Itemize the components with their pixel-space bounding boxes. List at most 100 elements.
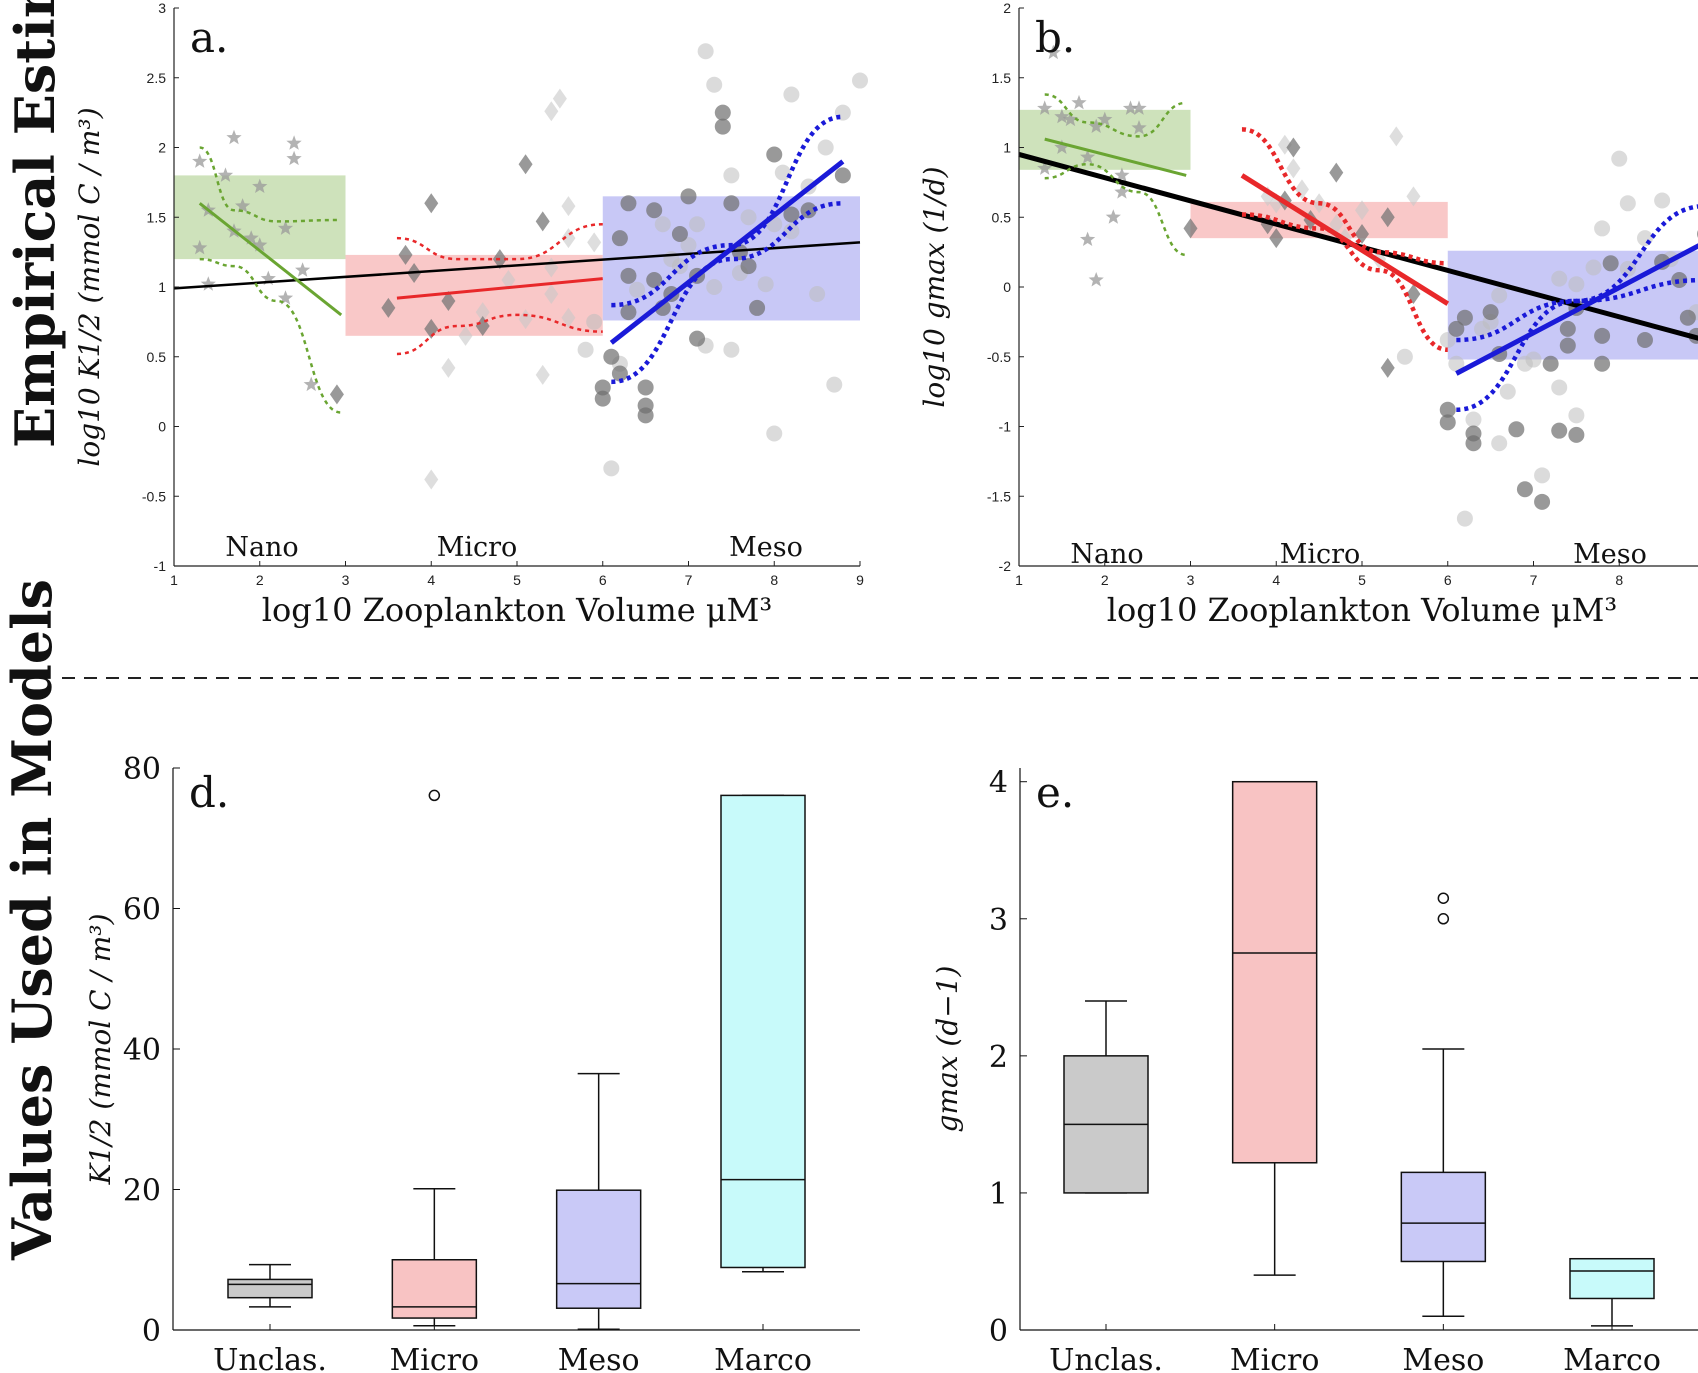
nano-fit-line [198, 202, 343, 317]
panel-label: a. [190, 13, 228, 62]
y-tick-label: 40 [123, 1033, 161, 1068]
data-point-star [1097, 111, 1113, 127]
data-point-circle [671, 225, 688, 242]
x-tick-label: 3 [1187, 572, 1195, 588]
meso-fit-line [1455, 243, 1698, 376]
data-point-circle [1439, 332, 1456, 349]
nano-ci-upper [1044, 93, 1187, 138]
data-point-diamond [398, 244, 413, 265]
data-point-circle [1491, 435, 1508, 452]
micro-box [1231, 780, 1318, 1164]
data-point-circle [1439, 414, 1456, 431]
data-point-circle [594, 390, 611, 407]
data-point-circle [783, 86, 800, 103]
unclas-box [227, 1278, 313, 1299]
x-tick-label: 8 [1615, 572, 1623, 588]
y-tick-label: 4 [989, 766, 1008, 801]
data-point-circle [1551, 422, 1568, 439]
data-point-circle [646, 272, 663, 289]
data-point-circle [817, 139, 834, 156]
data-point-circle [809, 285, 826, 302]
data-point-diamond [587, 232, 602, 253]
x-tick-label: 1 [1015, 572, 1023, 588]
y-tick-label: 2 [989, 1040, 1008, 1075]
data-point-star [1122, 100, 1139, 115]
data-point-circle [1491, 287, 1508, 304]
data-point-star [1114, 167, 1130, 182]
y-tick-label: 0 [989, 1314, 1008, 1349]
data-point-circle [603, 460, 620, 477]
data-point-star [1054, 108, 1070, 124]
data-point-diamond [381, 297, 396, 318]
data-point-diamond [1355, 200, 1369, 221]
x-tick-label: Meso [558, 1343, 640, 1373]
data-point-circle [1636, 230, 1653, 247]
data-point-circle [1516, 481, 1533, 498]
data-point-circle [740, 209, 757, 226]
data-point-circle [1456, 309, 1473, 326]
x-axis-label: log10 Zooplankton Volume μM³ [1107, 591, 1617, 629]
data-point-circle [749, 299, 766, 316]
data-point-circle [1465, 435, 1482, 452]
y-axis-label: K1/2 (mmol C / m³) [84, 914, 117, 1186]
y-axis-label: gmax (d−1) [931, 966, 964, 1133]
meso-fit-line [609, 159, 845, 345]
panel-b: 1 2 3 4 5 6 7 8 -2 -1.5 -1 -0.5 0 0.5 1 1.5 2 Nano Micro Me… [918, 0, 1698, 629]
data-point-circle [1568, 407, 1585, 424]
data-point-circle [629, 281, 646, 298]
data-point-star [1131, 120, 1147, 135]
data-point-circle [1679, 309, 1696, 326]
x-tick-label: 5 [1358, 572, 1366, 588]
data-point-diamond [561, 307, 576, 328]
data-point-circle [723, 167, 740, 184]
data-point-circle [689, 216, 706, 233]
data-point-circle [766, 425, 783, 442]
data-point-circle [680, 237, 697, 254]
data-point-circle [594, 379, 611, 396]
data-point-circle [714, 118, 731, 135]
data-point-diamond [1406, 186, 1421, 207]
data-point-circle [1439, 401, 1456, 418]
data-point-star [243, 230, 259, 245]
data-point-star [1080, 149, 1096, 164]
x-tick-label: 2 [1101, 572, 1109, 588]
y-tick-label: 2 [158, 140, 166, 156]
data-point-star [226, 129, 242, 145]
panel-label: e. [1036, 768, 1074, 817]
y-tick-label: -2 [999, 558, 1012, 574]
y-tick-label: 1 [158, 279, 166, 295]
data-point-diamond [501, 270, 516, 291]
x-tick-label: 6 [1444, 572, 1452, 588]
y-tick-label: 0 [142, 1314, 161, 1349]
data-point-diamond [329, 384, 344, 405]
data-point-star [286, 150, 302, 166]
data-point-diamond [424, 469, 439, 490]
data-point-circle [1559, 337, 1576, 354]
data-point-circle [757, 276, 774, 293]
data-point-diamond [1380, 357, 1395, 378]
data-point-star [1037, 160, 1053, 175]
data-point-circle [1448, 320, 1465, 337]
y-tick-label: 0.5 [992, 209, 1012, 225]
meso-outlier [1437, 913, 1450, 925]
data-point-circle [1654, 192, 1671, 209]
data-point-circle [1568, 426, 1585, 443]
micro-ci-upper [396, 222, 603, 261]
y-tick-label: -1.5 [987, 488, 1011, 504]
data-point-circle [654, 216, 671, 233]
meso-ci-lower [611, 201, 843, 385]
y-tick-label: -1 [999, 419, 1012, 435]
data-point-diamond [544, 101, 559, 122]
data-point-star [286, 135, 302, 150]
y-tick-label: 0 [1003, 279, 1011, 295]
data-point-circle [1594, 220, 1611, 237]
data-point-diamond [561, 196, 576, 217]
data-point-diamond [535, 211, 550, 232]
data-point-circle [706, 279, 723, 295]
data-point-star [303, 376, 319, 392]
data-point-circle [1568, 276, 1585, 293]
y-tick-label: 3 [989, 903, 1008, 938]
x-tick-label: 8 [770, 572, 778, 588]
x-tick-label: 4 [427, 572, 435, 588]
